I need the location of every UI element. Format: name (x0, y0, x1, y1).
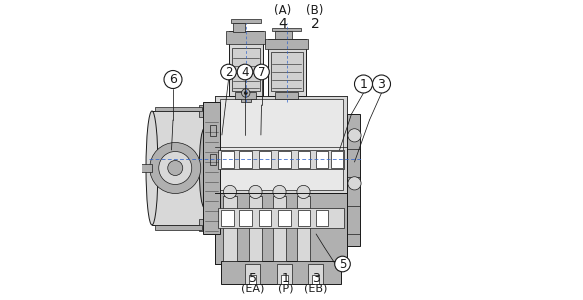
Bar (282, 274, 289, 284)
Bar (155, 225, 202, 230)
Ellipse shape (146, 111, 158, 225)
Circle shape (335, 256, 350, 272)
Bar (226, 32, 265, 44)
Bar (249, 274, 256, 284)
Circle shape (297, 185, 310, 199)
Bar (245, 264, 260, 284)
Bar (265, 39, 308, 50)
Bar (239, 210, 252, 226)
Bar (275, 92, 298, 99)
Circle shape (244, 92, 247, 94)
Bar (278, 210, 290, 226)
Text: 5: 5 (339, 257, 346, 271)
Bar (297, 210, 310, 226)
Bar (198, 219, 210, 231)
Circle shape (150, 142, 201, 194)
Bar (229, 32, 263, 96)
Bar (308, 264, 323, 284)
Circle shape (223, 185, 237, 199)
Bar (312, 274, 319, 284)
Bar (297, 196, 310, 261)
Circle shape (159, 152, 192, 184)
Bar (233, 23, 245, 32)
Text: 5: 5 (248, 272, 257, 285)
Circle shape (373, 75, 391, 93)
Circle shape (221, 64, 236, 80)
Text: (B): (B) (306, 4, 324, 17)
Bar (215, 96, 347, 194)
Text: 1: 1 (282, 272, 289, 285)
Bar (221, 210, 234, 226)
Bar (271, 52, 303, 92)
Bar (198, 105, 210, 117)
Bar (152, 111, 205, 225)
Bar (347, 114, 360, 246)
Bar (231, 19, 261, 23)
Circle shape (168, 160, 182, 175)
Bar (315, 210, 328, 226)
Bar (258, 151, 271, 168)
Bar (236, 92, 256, 99)
Circle shape (273, 185, 286, 199)
Bar (210, 125, 216, 136)
Text: 1: 1 (360, 77, 367, 91)
Bar (258, 210, 271, 226)
Text: (P): (P) (278, 284, 293, 294)
Bar (239, 151, 252, 168)
Text: 7: 7 (258, 65, 265, 79)
Circle shape (164, 70, 182, 88)
Bar (203, 102, 220, 234)
Bar (215, 194, 347, 264)
Bar (155, 106, 202, 111)
Bar (278, 151, 290, 168)
Bar (275, 32, 292, 39)
Bar (218, 150, 344, 169)
Text: 4: 4 (241, 65, 249, 79)
Circle shape (237, 64, 253, 80)
Bar (315, 151, 328, 168)
Circle shape (249, 185, 262, 199)
Circle shape (348, 129, 361, 142)
Bar (221, 261, 341, 284)
Text: 3: 3 (378, 77, 385, 91)
Text: 3: 3 (312, 272, 320, 285)
Bar (221, 151, 234, 168)
Ellipse shape (199, 128, 210, 208)
Bar (331, 151, 343, 168)
Bar (278, 264, 293, 284)
Bar (218, 208, 344, 228)
Bar (140, 164, 152, 172)
Text: (A): (A) (274, 4, 291, 17)
Bar (272, 28, 301, 31)
Text: (EB): (EB) (304, 284, 328, 294)
Text: 4: 4 (278, 17, 287, 31)
Text: 6: 6 (169, 73, 177, 86)
Circle shape (254, 64, 269, 80)
Text: (EA): (EA) (241, 284, 264, 294)
Bar (223, 196, 237, 261)
Bar (215, 96, 347, 264)
Bar (241, 94, 251, 102)
Circle shape (354, 75, 373, 93)
Text: 2: 2 (311, 17, 319, 31)
Bar (273, 196, 286, 261)
Bar (249, 196, 262, 261)
Circle shape (241, 89, 250, 97)
Bar (220, 99, 342, 190)
Bar (297, 151, 310, 168)
Bar (210, 154, 216, 165)
Bar (268, 39, 306, 96)
Text: 2: 2 (225, 65, 232, 79)
Bar (231, 48, 260, 92)
Circle shape (348, 177, 361, 190)
